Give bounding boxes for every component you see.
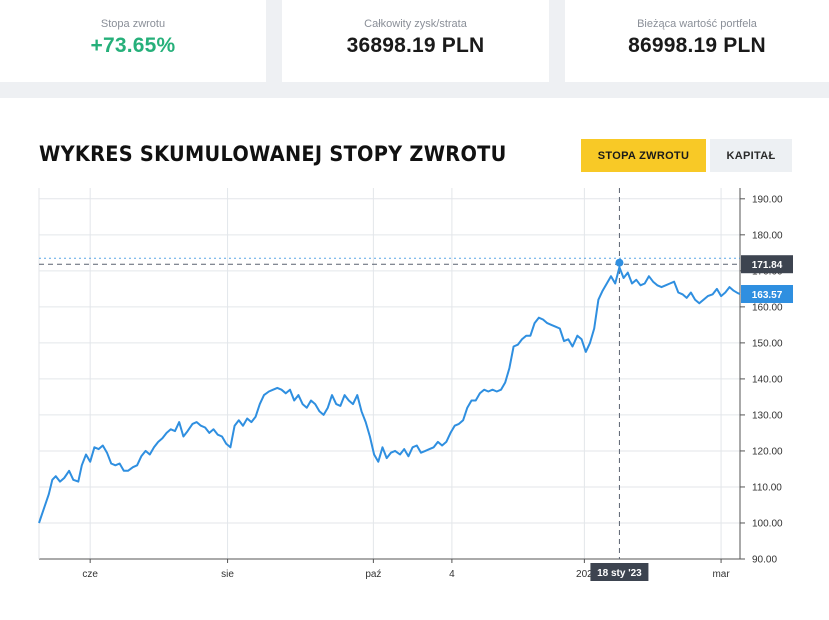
crosshair-x-tag [590,563,649,581]
y-tick-label: 150.00 [752,338,783,349]
x-tick-label: cze [82,569,98,580]
last-value-tag [741,285,793,304]
y-tick-label: 130.00 [752,410,783,421]
y-tick-label: 190.00 [752,194,783,205]
x-tick-label: mar [712,569,730,580]
stat-card-total-profit: Całkowity zysk/strata 36898.19 PLN [282,0,549,82]
chart-title: WYKRES SKUMULOWANEJ STOPY ZWROTU [39,142,507,166]
y-tick-label: 90.00 [752,555,777,566]
y-tick-label: 160.00 [752,302,783,313]
stat-card-portfolio-value: Bieżąca wartość portfela 86998.19 PLN [565,0,829,82]
crosshair-y-tag [741,255,793,274]
crosshair-x-label: 18 sty '23 [597,568,642,579]
return-series-line [38,266,741,524]
stat-value-return-rate: +73.65% [90,34,176,57]
stat-label: Całkowity zysk/strata [364,18,467,30]
stat-card-return-rate: Stopa zwrotu +73.65% [0,0,266,82]
y-tick-label: 180.00 [752,230,783,241]
x-tick-label: paź [365,569,381,580]
stat-label: Bieżąca wartość portfela [637,18,757,30]
crosshair-point[interactable] [615,258,624,267]
crosshair-y-label: 171.84 [752,260,783,271]
stats-bar: Stopa zwrotu +73.65% Całkowity zysk/stra… [0,0,829,98]
return-chart[interactable]: 90.00 100.00 110.00 120.00 130.00 140.00 150.0… [0,186,829,590]
stat-label: Stopa zwrotu [100,18,166,30]
stat-value-total-profit: 36898.19 PLN [346,34,485,57]
stat-value-portfolio-value: 86998.19 PLN [628,34,766,57]
x-tick-label: sie [221,569,234,580]
capital-button[interactable]: KAPITAŁ [710,139,792,172]
last-value-label: 163.57 [752,290,783,301]
y-tick-label: 100.00 [752,518,783,529]
y-tick-label: 140.00 [752,374,783,385]
y-tick-label: 110.00 [752,482,782,493]
return-rate-button[interactable]: STOPA ZWROTU [581,139,706,172]
y-tick-label: 120.00 [752,446,783,457]
x-tick-label: 202 [576,569,593,580]
x-tick-label: 4 [449,569,455,580]
